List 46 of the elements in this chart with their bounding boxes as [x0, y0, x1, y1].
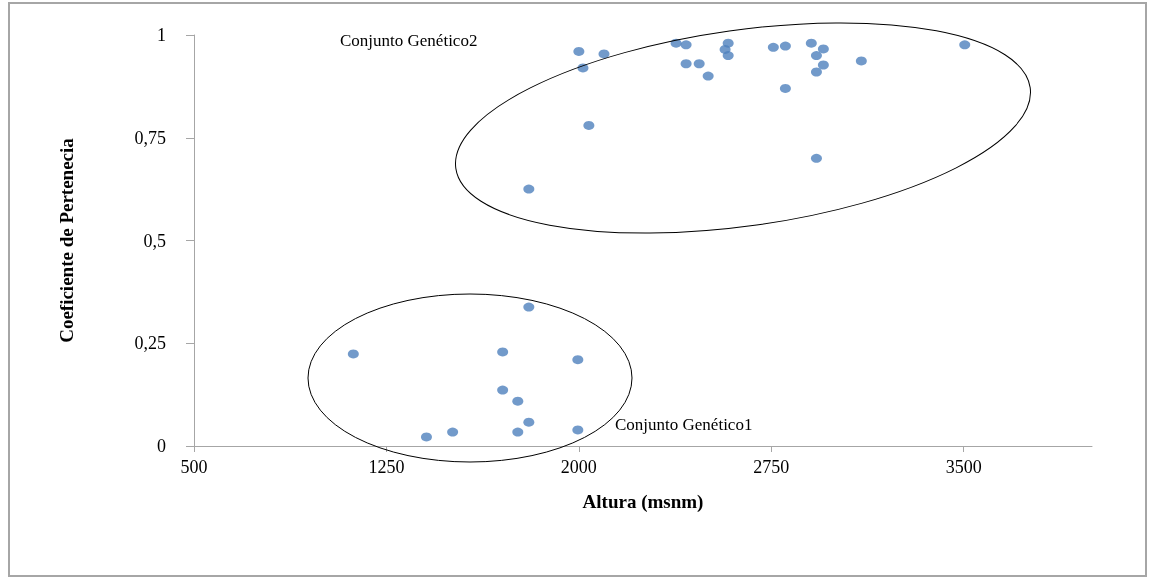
point [702, 71, 714, 81]
point [583, 120, 595, 130]
point [810, 153, 822, 163]
point [722, 38, 734, 48]
point [523, 417, 535, 427]
x-tick-label: 2750 [753, 457, 790, 477]
point [855, 56, 867, 66]
point [598, 49, 610, 59]
y-tick-label: 0,5 [143, 230, 166, 251]
annotation: Conjunto Genético2 [340, 31, 478, 50]
point [959, 40, 971, 50]
point [810, 51, 822, 61]
point [817, 60, 829, 70]
point [572, 355, 584, 365]
point [512, 396, 524, 406]
y-tick-label: 1 [157, 25, 166, 45]
point [680, 40, 692, 50]
point [779, 41, 791, 51]
point [810, 67, 822, 77]
y-tick-label: 0,25 [134, 333, 166, 354]
point [512, 427, 524, 437]
point [497, 385, 509, 395]
x-axis-title: Altura (msnm) [582, 491, 704, 513]
point [572, 425, 584, 435]
x-tick-label: 2000 [560, 457, 597, 477]
point [767, 42, 779, 52]
annotation: Conjunto Genético1 [615, 415, 753, 434]
point [573, 46, 585, 56]
x-tick-label: 500 [180, 457, 208, 477]
point [779, 83, 791, 93]
y-tick-label: 0,75 [134, 127, 166, 148]
point [523, 184, 535, 194]
point [680, 59, 692, 69]
point [693, 59, 705, 69]
point [497, 347, 509, 357]
point [523, 302, 535, 312]
point [805, 38, 817, 48]
x-tick-label: 1250 [368, 457, 405, 477]
y-axis-title: Coeficiente de Pertenecia [56, 137, 77, 343]
point [817, 44, 829, 54]
x-tick-label: 3500 [945, 457, 982, 477]
y-tick-label: 0 [157, 436, 166, 456]
point [722, 51, 734, 61]
point [420, 432, 432, 442]
point [447, 427, 459, 437]
point [347, 349, 359, 359]
